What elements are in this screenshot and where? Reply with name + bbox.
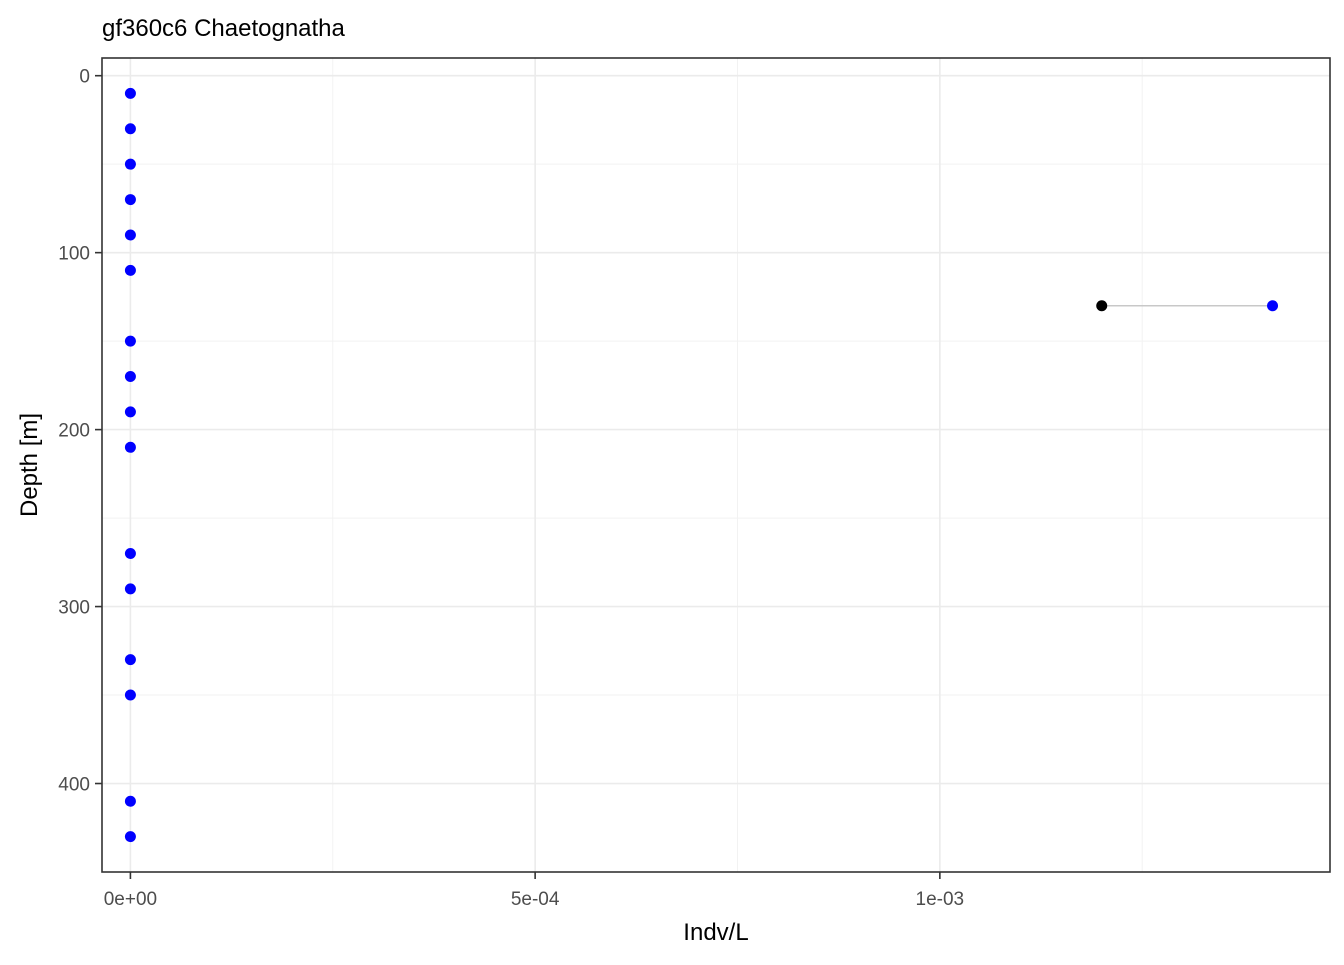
plot-border: [101, 57, 1331, 873]
data-point-s0-7: [124, 335, 136, 347]
data-point-s0-0: [124, 87, 136, 99]
data-point-s0-8: [124, 371, 136, 383]
data-point-s0-1: [124, 123, 136, 135]
y-tick-label-4: 400: [58, 775, 90, 796]
data-point-s0-14: [124, 689, 136, 701]
x-tick-label-2: 1e-03: [916, 889, 965, 910]
y-tick-label-1: 100: [58, 244, 90, 265]
y-tick-label-3: 300: [58, 598, 90, 619]
data-point-s0-9: [124, 406, 136, 418]
data-point-s0-11: [124, 547, 136, 559]
point-layer: [124, 87, 1279, 843]
data-point-s0-4: [124, 229, 136, 241]
x-tick-label-1: 5e-04: [511, 889, 560, 910]
data-point-s0-5: [124, 264, 136, 276]
y-tick-label-2: 200: [58, 421, 90, 442]
data-point-s0-2: [124, 158, 136, 170]
data-point-s0-3: [124, 194, 136, 206]
data-point-s0-15: [124, 795, 136, 807]
axis-layer: 0e+00 5e-04 1e-03 0 100 200 300 400: [58, 67, 964, 910]
x-tick-label-0: 0e+00: [104, 889, 157, 910]
y-axis-label: Depth [m]: [16, 413, 43, 517]
data-point-s0-12: [124, 583, 136, 595]
y-tick-label-0: 0: [79, 67, 90, 88]
data-point-s0-13: [124, 654, 136, 666]
data-point-s1-0: [1096, 300, 1108, 312]
data-point-s0-10: [124, 441, 136, 453]
data-point-s0-16: [124, 831, 136, 843]
data-point-s0-6: [1267, 300, 1279, 312]
x-axis-label: Indv/L: [683, 919, 748, 946]
grid-layer: [102, 58, 1330, 872]
chart-title: gf360c6 Chaetognatha: [102, 15, 346, 42]
